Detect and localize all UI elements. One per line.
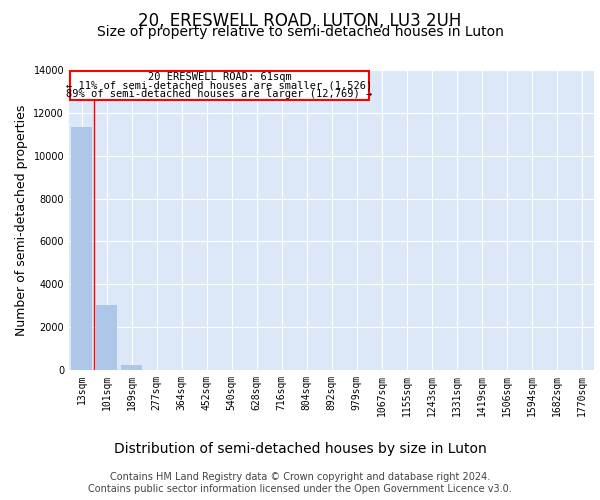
- Bar: [71, 127, 92, 370]
- Text: 20 ERESWELL ROAD: 61sqm: 20 ERESWELL ROAD: 61sqm: [148, 72, 292, 83]
- Bar: [121, 365, 142, 370]
- Bar: [96, 304, 117, 370]
- Text: Distribution of semi-detached houses by size in Luton: Distribution of semi-detached houses by …: [113, 442, 487, 456]
- Text: 89% of semi-detached houses are larger (12,769) →: 89% of semi-detached houses are larger (…: [67, 88, 373, 99]
- Text: ← 11% of semi-detached houses are smaller (1,526): ← 11% of semi-detached houses are smalle…: [67, 80, 373, 90]
- Text: Contains public sector information licensed under the Open Government Licence v3: Contains public sector information licen…: [88, 484, 512, 494]
- Text: Contains HM Land Registry data © Crown copyright and database right 2024.: Contains HM Land Registry data © Crown c…: [110, 472, 490, 482]
- Y-axis label: Number of semi-detached properties: Number of semi-detached properties: [15, 104, 28, 336]
- FancyBboxPatch shape: [70, 71, 369, 100]
- Text: 20, ERESWELL ROAD, LUTON, LU3 2UH: 20, ERESWELL ROAD, LUTON, LU3 2UH: [139, 12, 461, 30]
- Text: Size of property relative to semi-detached houses in Luton: Size of property relative to semi-detach…: [97, 25, 503, 39]
